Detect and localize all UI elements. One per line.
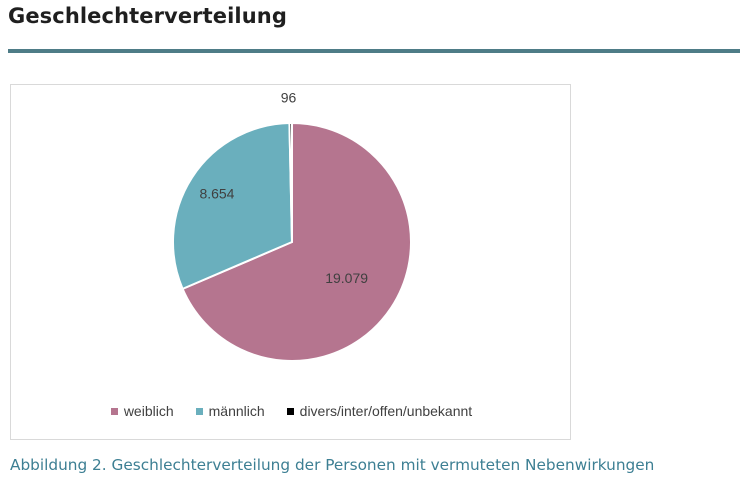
pie-slice-0 [181, 121, 412, 362]
heading-rule [8, 49, 740, 53]
legend-label-divers: divers/inter/offen/unbekannt [299, 403, 473, 419]
legend-item-maennlich: männlich [195, 403, 265, 419]
legend-item-divers: divers/inter/offen/unbekannt [286, 403, 473, 419]
data-label-2: 96 [281, 90, 297, 106]
legend-label-weiblich: weiblich [123, 403, 174, 419]
legend-item-weiblich: weiblich [110, 403, 174, 419]
page-heading: Geschlechterverteilung [8, 4, 287, 28]
legend-swatch-divers [286, 407, 294, 415]
pie-slices [172, 121, 412, 362]
legend-swatch-maennlich [195, 407, 203, 415]
data-label-0: 19.079 [325, 270, 368, 286]
data-label-1: 8.654 [199, 186, 234, 202]
pie-slice-1 [172, 122, 294, 291]
legend-swatch-weiblich [110, 407, 118, 415]
pie-data-labels: 19.079 8.654 96 [199, 90, 368, 286]
pie-chart: 19.079 8.654 96 weiblich männlich divers/i… [10, 84, 571, 440]
chart-legend: weiblich männlich divers/inter/offen/unb… [11, 403, 572, 419]
legend-label-maennlich: männlich [208, 403, 265, 419]
pie-slice-2 [288, 121, 293, 243]
figure-caption: Abbildung 2. Geschlechterverteilung der … [10, 456, 655, 474]
pie-chart-svg: 19.079 8.654 96 [172, 90, 412, 362]
